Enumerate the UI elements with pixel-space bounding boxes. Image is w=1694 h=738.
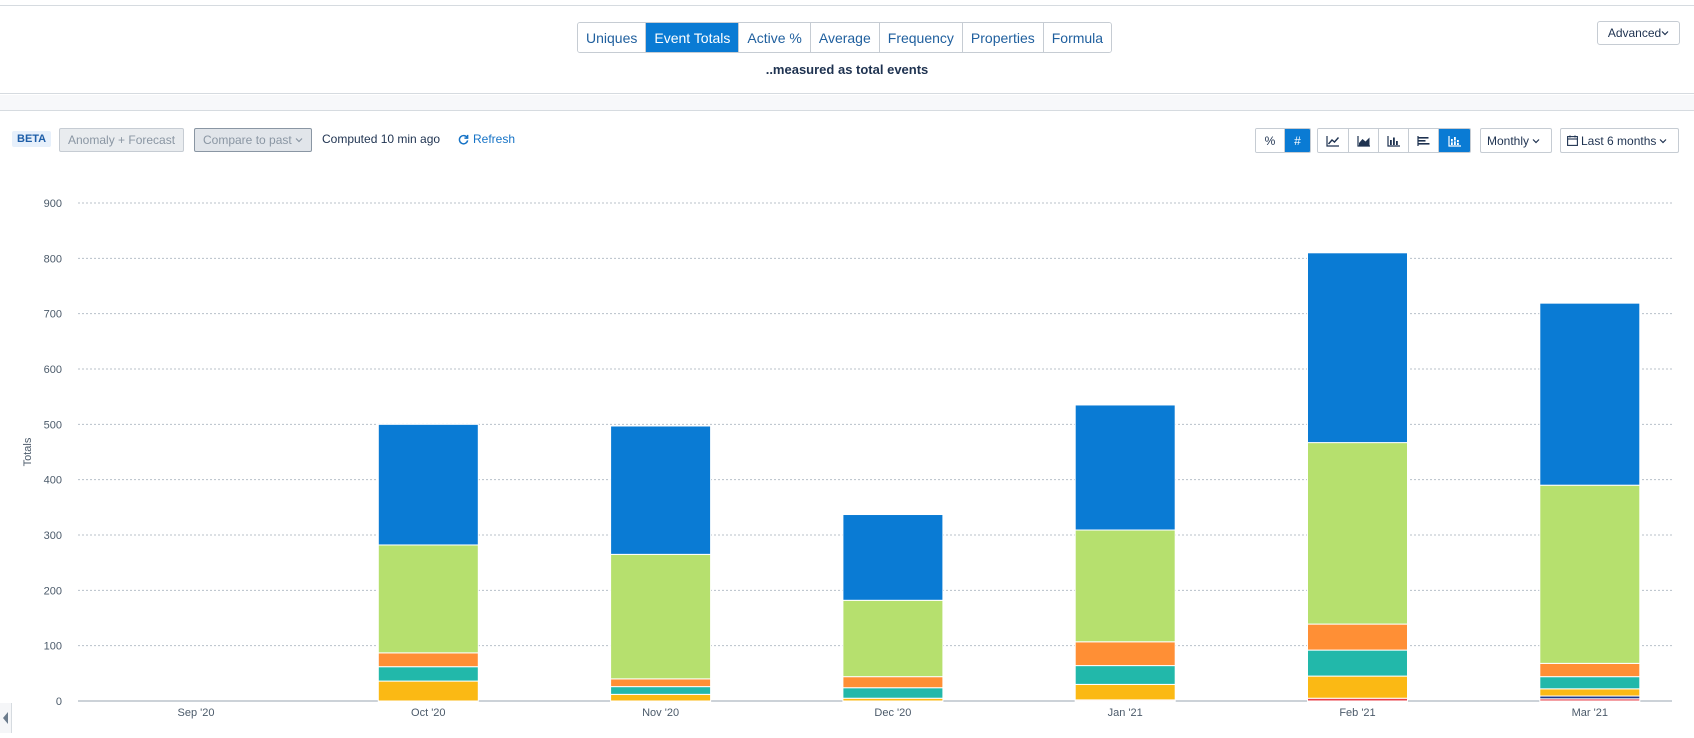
chevron-down-icon [295, 138, 303, 143]
y-tick-label: 800 [44, 253, 62, 265]
bar-segment [842, 599, 944, 678]
tab-properties[interactable]: Properties [961, 23, 1043, 52]
tab-event-totals[interactable]: Event Totals [645, 23, 739, 52]
stacked-bar-chart: 0 100 200 300 400 500 600 700 800 900 Totals Sep '2… [0, 168, 1694, 738]
bar-segment [1307, 623, 1408, 651]
bar-segment [377, 544, 479, 654]
tab-formula[interactable]: Formula [1042, 23, 1112, 52]
chevron-down-icon [1659, 138, 1667, 143]
x-tick-label: Mar '21 [1572, 707, 1608, 719]
stacked-bar-icon [1447, 135, 1461, 147]
bar-segment [610, 553, 712, 680]
bar-segment [1539, 688, 1641, 697]
x-tick-label: Nov '20 [642, 707, 679, 719]
bar-segment [842, 676, 944, 689]
bar-segment [1539, 484, 1641, 664]
x-tick-label: Sep '20 [178, 707, 215, 719]
bar-segment [610, 425, 712, 555]
metric-header: Uniques Event Totals Active % Average Fr… [0, 6, 1694, 94]
percent-toggle[interactable]: % [1256, 129, 1284, 152]
compare-label: Compare to past [203, 133, 292, 147]
bar-segment [1074, 665, 1176, 685]
count-toggle[interactable]: # [1284, 129, 1310, 152]
interval-label: Monthly [1487, 133, 1530, 148]
bar-segment [610, 678, 712, 688]
x-tick-label: Oct '20 [411, 707, 446, 719]
x-tick-label: Feb '21 [1339, 707, 1375, 719]
y-tick-label: 400 [44, 475, 62, 487]
tab-uniques[interactable]: Uniques [578, 23, 646, 52]
calendar-icon [1567, 135, 1578, 146]
bar-segment [1307, 442, 1408, 625]
bar-segment [1307, 675, 1408, 699]
refresh-button[interactable]: Refresh [458, 132, 515, 146]
tab-average[interactable]: Average [809, 23, 879, 52]
bar-segment [377, 423, 479, 546]
bar-segment [1539, 676, 1641, 690]
y-tick-label: 0 [56, 696, 62, 708]
bar-chart-button[interactable] [1378, 129, 1408, 152]
chart-type-toggle [1317, 128, 1471, 153]
refresh-label: Refresh [473, 132, 516, 146]
y-tick-label: 500 [44, 419, 62, 431]
x-tick-label: Jan '21 [1108, 707, 1143, 719]
x-tick-label: Dec '20 [874, 707, 911, 719]
chevron-left-icon [3, 712, 8, 724]
tab-frequency[interactable]: Frequency [878, 23, 962, 52]
bar-segment [1539, 662, 1641, 678]
metric-tabs: Uniques Event Totals Active % Average Fr… [577, 22, 1113, 53]
measured-as-subtitle: ..measured as total events [765, 62, 929, 77]
advanced-dropdown[interactable]: Advanced [1597, 21, 1680, 45]
beta-badge: BETA [12, 131, 52, 147]
top-divider [0, 5, 1694, 6]
bar-segment [610, 686, 712, 695]
bar-segment [1074, 641, 1176, 667]
y-tick-label: 300 [44, 530, 62, 542]
anomaly-forecast-button[interactable]: Anomaly + Forecast [59, 128, 185, 152]
bar-segment [842, 514, 944, 601]
date-range-label: Last 6 months [1581, 133, 1657, 148]
y-tick-label: 100 [44, 641, 62, 653]
bar-chart-icon [1386, 135, 1400, 147]
area-chart-button[interactable] [1348, 129, 1378, 152]
bar-segment [1074, 529, 1176, 643]
bar-segment [377, 666, 479, 682]
bar-segment [377, 652, 479, 668]
section-divider [0, 95, 1694, 111]
computed-timestamp: Computed 10 min ago [322, 132, 441, 146]
bar-segment [1307, 252, 1408, 444]
y-axis-label: Totals [22, 437, 34, 466]
y-tick-label: 200 [44, 585, 62, 597]
horizontal-bar-icon [1416, 135, 1429, 146]
advanced-label: Advanced [1607, 26, 1662, 40]
chevron-down-icon [1661, 31, 1669, 36]
date-range-dropdown[interactable]: Last 6 months [1560, 128, 1679, 153]
chevron-down-icon [1532, 138, 1540, 143]
value-mode-toggle: % # [1255, 128, 1311, 153]
bar-segment [1074, 404, 1176, 531]
bar-segment [610, 693, 712, 702]
compare-to-past-dropdown[interactable]: Compare to past [194, 128, 312, 152]
y-tick-label: 600 [44, 364, 62, 376]
chart-canvas: 0 100 200 300 400 500 600 700 800 900 Totals Sep '2… [22, 198, 1672, 719]
y-tick-label: 900 [44, 198, 62, 210]
bar-segment [377, 680, 479, 702]
bar-segment [1074, 683, 1176, 701]
tab-active-percent[interactable]: Active % [738, 23, 810, 52]
interval-dropdown[interactable]: Monthly [1480, 128, 1552, 153]
horizontal-bar-button[interactable] [1408, 129, 1438, 152]
bar-segment [1307, 649, 1408, 677]
area-chart-icon [1356, 135, 1370, 147]
bar-segment [842, 687, 944, 699]
collapse-panel-handle[interactable] [0, 703, 12, 733]
line-chart-icon [1326, 135, 1340, 147]
bar-segment [1539, 302, 1641, 486]
line-chart-button[interactable] [1318, 129, 1348, 152]
refresh-icon [458, 134, 469, 144]
y-tick-label: 700 [44, 309, 62, 321]
chart-toolbar: BETA Anomaly + Forecast Compare to past … [0, 112, 1694, 162]
stacked-bar-button[interactable] [1438, 129, 1470, 152]
